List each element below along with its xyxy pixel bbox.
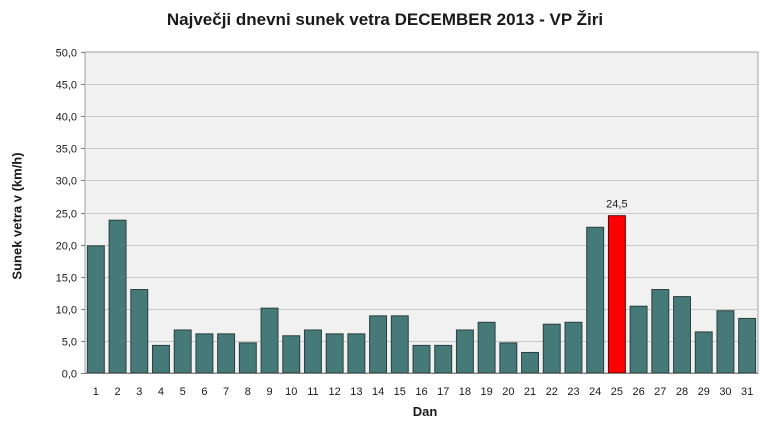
bar [694, 331, 713, 374]
bar [499, 342, 518, 374]
x-tick-label: 5 [180, 386, 186, 398]
bar [673, 296, 691, 374]
bar [521, 351, 540, 374]
x-tick-label: 25 [611, 386, 623, 398]
bar [564, 321, 583, 374]
x-tick-label: 20 [502, 386, 514, 398]
bar [542, 323, 561, 374]
y-tick-label: 15,0 [56, 273, 77, 285]
x-tick-label: 7 [223, 386, 229, 398]
y-tick-label: 40,0 [56, 112, 77, 124]
bar [303, 329, 322, 374]
bar [651, 289, 670, 374]
bar [152, 344, 170, 374]
bar [586, 226, 605, 374]
x-tick-label: 2 [114, 386, 120, 398]
x-tick-label: 23 [567, 386, 579, 398]
x-tick-label: 24 [589, 386, 601, 398]
x-tick-label: 10 [285, 386, 297, 398]
x-tick-label: 8 [245, 386, 251, 398]
y-tick-label: 50,0 [56, 48, 77, 60]
x-tick-label: 17 [437, 386, 449, 398]
x-tick-label: 28 [676, 386, 688, 398]
y-tick-label: 25,0 [56, 209, 77, 221]
y-tick-label: 5,0 [62, 337, 77, 349]
bar [716, 310, 735, 374]
bar [455, 329, 474, 374]
bar [238, 342, 257, 374]
y-tick-label: 30,0 [56, 176, 77, 188]
x-tick-label: 14 [372, 386, 384, 398]
bar [86, 245, 105, 374]
bar [477, 321, 496, 374]
x-tick-label: 29 [698, 386, 710, 398]
data-label: 24,5 [606, 199, 627, 211]
bar [629, 305, 648, 374]
x-axis-title: Dan [412, 404, 438, 419]
x-tick-label: 19 [481, 386, 493, 398]
x-tick-label: 13 [350, 386, 362, 398]
x-tick-label: 3 [136, 386, 142, 398]
x-tick-label: 11 [307, 386, 318, 398]
x-tick-label: 12 [329, 386, 341, 398]
y-tick-label: 0,0 [62, 369, 77, 381]
x-tick-label: 1 [93, 386, 99, 398]
bar [347, 333, 366, 374]
bar-highlight [607, 215, 626, 374]
bar [412, 344, 431, 374]
x-tick-label: 21 [524, 386, 536, 398]
x-tick-label: 26 [632, 386, 644, 398]
y-tick-label: 20,0 [56, 241, 77, 253]
x-tick-label: 16 [415, 386, 427, 398]
x-tick-label: 18 [459, 386, 471, 398]
y-tick-label: 45,0 [56, 80, 77, 92]
bar [173, 329, 192, 374]
x-tick-label: 4 [158, 386, 164, 398]
bar [108, 219, 127, 374]
x-tick-label: 15 [394, 386, 406, 398]
bar [325, 333, 344, 374]
chart-title: Največji dnevni sunek vetra DECEMBER 201… [166, 10, 604, 29]
bar [282, 335, 301, 374]
x-tick-label: 9 [266, 386, 272, 398]
x-tick-label: 30 [719, 386, 731, 398]
y-tick-label: 35,0 [56, 144, 77, 156]
bar [738, 317, 757, 374]
bar [130, 289, 149, 374]
bar [260, 307, 279, 374]
bar [195, 333, 214, 374]
bar [217, 333, 236, 374]
x-tick-label: 27 [654, 386, 666, 398]
x-tick-label: 6 [201, 386, 207, 398]
x-tick-label: 22 [546, 386, 558, 398]
bar [369, 315, 388, 374]
bar [434, 344, 453, 374]
bar [390, 315, 409, 374]
y-tick-label: 10,0 [56, 305, 77, 317]
x-tick-label: 31 [741, 386, 753, 398]
